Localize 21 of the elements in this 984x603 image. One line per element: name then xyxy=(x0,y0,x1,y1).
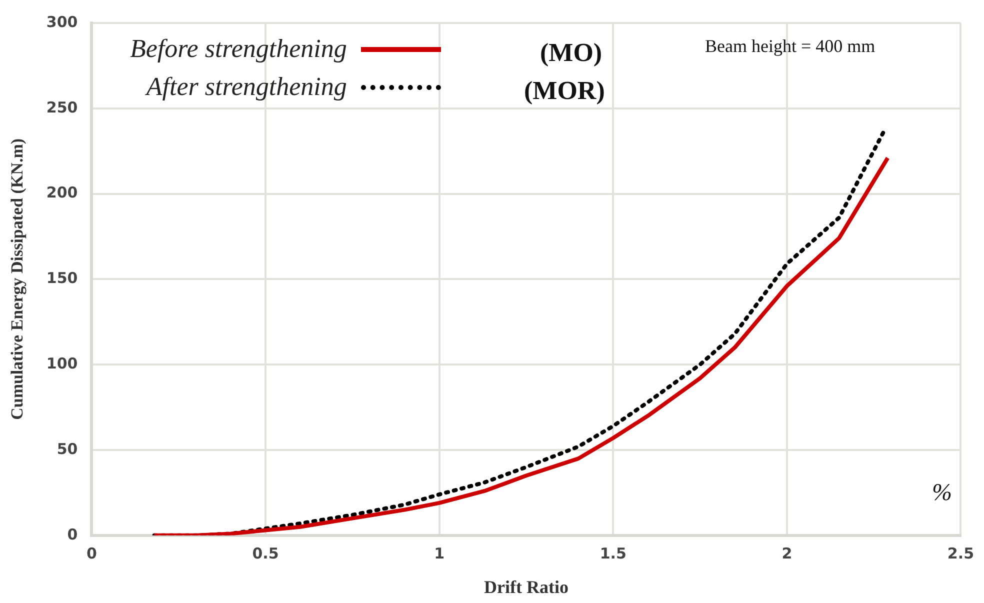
x-tick-label: 0.5 xyxy=(252,544,279,562)
y-tick-label: 200 xyxy=(46,184,78,202)
x-tick-label: 2.5 xyxy=(947,544,974,562)
x-axis-title: Drift Ratio xyxy=(484,576,568,597)
x-tick-label: 1.5 xyxy=(600,544,626,562)
y-tick-label: 50 xyxy=(56,440,78,458)
legend-label: Before strengthening xyxy=(130,34,347,64)
y-tick-label: 300 xyxy=(46,12,78,31)
y-tick-label: 0 xyxy=(67,525,78,544)
x-tick-label: 0 xyxy=(86,544,97,562)
annotation: % xyxy=(932,480,952,507)
annotation: (MO) xyxy=(540,38,602,68)
y-tick-label: 250 xyxy=(46,98,78,116)
annotation: Beam height = 400 mm xyxy=(705,36,876,57)
legend-label: After strengthening xyxy=(146,72,347,102)
annotation: (MOR) xyxy=(524,76,605,106)
y-tick-label: 100 xyxy=(46,354,78,372)
x-tick-label: 1 xyxy=(434,544,445,562)
x-tick-label: 2 xyxy=(782,544,792,562)
y-axis-title: Cumulative Energy Dissipated (KN.m) xyxy=(8,138,27,420)
y-tick-label: 150 xyxy=(46,269,78,288)
